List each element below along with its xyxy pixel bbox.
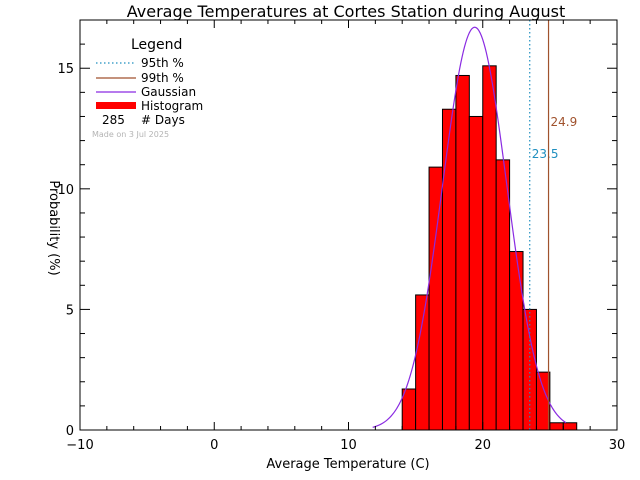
histogram-bar (415, 294, 430, 431)
chart-title: Average Temperatures at Cortes Station d… (127, 2, 565, 21)
x-tick-label: 30 (609, 438, 626, 453)
legend-swatch-histogram (96, 102, 136, 109)
histogram-bar (549, 422, 564, 431)
legend-label-gaussian: Gaussian (141, 85, 196, 99)
histogram-bar (562, 422, 578, 431)
x-tick-label: −10 (66, 438, 93, 453)
histogram-bar (428, 166, 443, 431)
percentile-label-95th: 23.5 (532, 147, 559, 161)
legend-label-histogram: Histogram (141, 99, 203, 113)
histogram-bar (482, 65, 497, 431)
y-tick-label: 5 (66, 303, 74, 318)
y-tick-label: 15 (57, 62, 74, 77)
legend-days-label: # Days (141, 113, 185, 127)
legend-label-95th: 95th % (141, 56, 184, 70)
legend-days-count: 285 (102, 113, 125, 127)
made-on-note: Made on 3 Jul 2025 (92, 130, 169, 139)
x-tick-label: 10 (340, 438, 357, 453)
histogram-bar (441, 108, 457, 431)
percentile-label-99th: 24.9 (551, 115, 578, 129)
x-tick-label: 0 (210, 438, 218, 453)
x-axis-label: Average Temperature (C) (266, 457, 429, 472)
x-tick-label: 20 (474, 438, 491, 453)
histogram-bar (455, 74, 470, 431)
histogram-bar (495, 159, 511, 431)
histogram-bar (401, 388, 417, 431)
legend: Legend 95th % 99th % Gaussian Histogram … (92, 37, 203, 139)
gaussian-curve (372, 26, 567, 428)
legend-label-99th: 99th % (141, 71, 184, 85)
legend-title: Legend (131, 37, 182, 53)
y-tick-label: 10 (57, 183, 74, 198)
plot-layer: 23.5 24.9 (372, 20, 578, 431)
y-axis-label: Probability (%) (46, 180, 61, 275)
histogram-bar (509, 251, 524, 431)
histogram-bar (468, 115, 484, 431)
histogram-bar (522, 308, 537, 431)
histogram-bar (535, 371, 551, 431)
y-tick-label: 0 (66, 424, 74, 439)
